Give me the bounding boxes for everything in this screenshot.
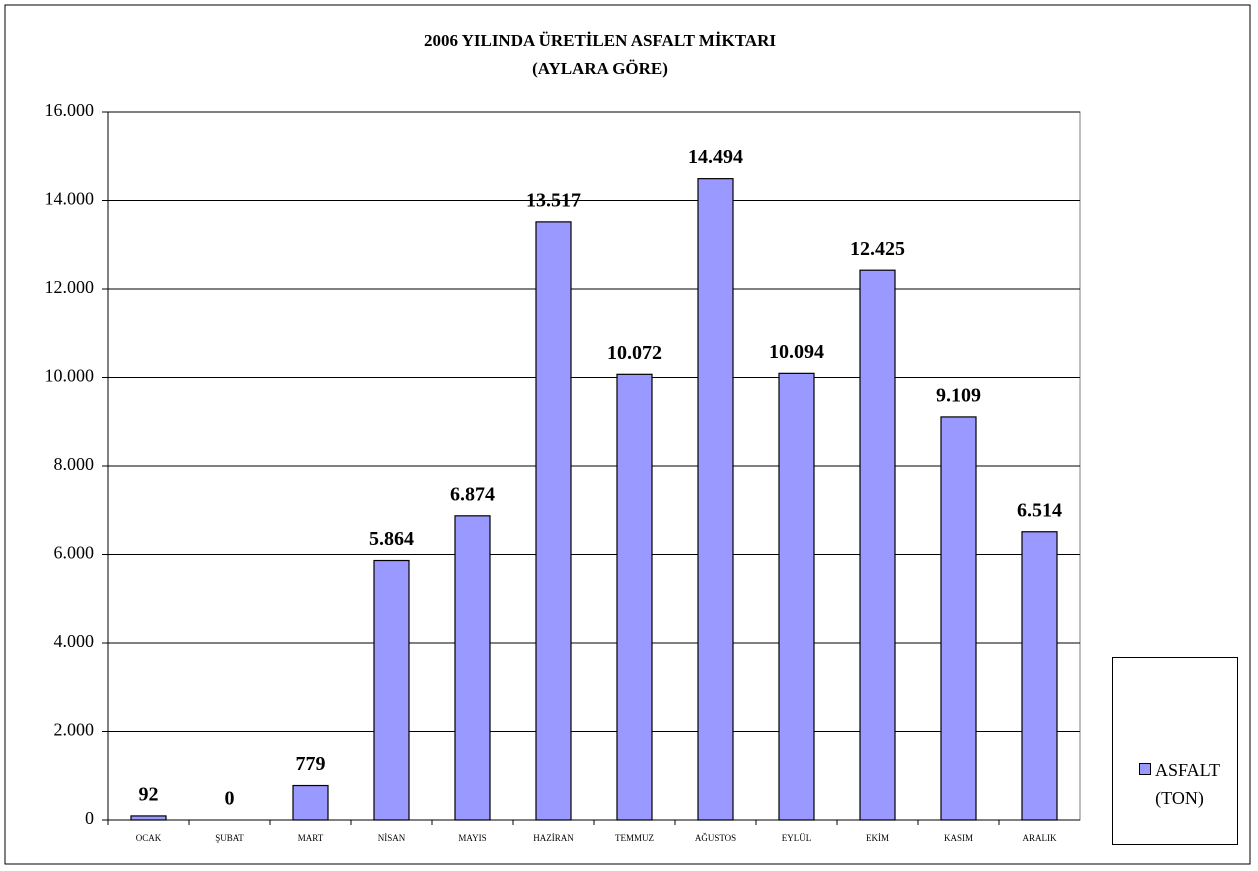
chart-title: 2006 YILINDA ÜRETİLEN ASFALT MİKTARI: [424, 31, 776, 50]
x-tick-label: TEMMUZ: [615, 833, 654, 843]
legend-swatch: [1138, 763, 1151, 775]
bar: [454, 515, 491, 821]
bar: [130, 815, 167, 821]
bar: [1021, 531, 1058, 821]
data-label: 12.425: [850, 238, 905, 260]
x-tick-label: MART: [298, 833, 324, 843]
x-tick-label: NİSAN: [378, 833, 406, 843]
data-label: 0: [225, 788, 235, 810]
data-label: 5.864: [369, 528, 414, 550]
y-tick-label: 14.000: [45, 189, 95, 209]
y-tick-label: 8.000: [54, 454, 95, 474]
y-tick-label: 2.000: [54, 720, 95, 740]
bar: [859, 269, 896, 821]
y-tick-label: 16.000: [45, 100, 95, 120]
x-tick-label: ŞUBAT: [215, 833, 244, 843]
bar: [292, 784, 329, 821]
y-tick-label: 4.000: [54, 631, 95, 651]
chart-subtitle: (AYLARA GÖRE): [532, 59, 668, 78]
data-label: 14.494: [688, 146, 743, 168]
bar: [940, 416, 977, 821]
legend-label: ASFALT (TON): [1154, 760, 1221, 808]
x-tick-label: MAYIS: [458, 833, 486, 843]
x-tick-label: AĞUSTOS: [695, 833, 736, 843]
bar: [778, 372, 815, 821]
bar: [535, 221, 572, 821]
bar: [616, 373, 653, 821]
bar: [373, 559, 410, 821]
x-tick-label: KASIM: [944, 833, 973, 843]
y-tick-label: 0: [85, 808, 94, 828]
data-label: 92: [139, 784, 159, 806]
y-tick-label: 12.000: [45, 277, 95, 297]
data-label: 9.109: [936, 385, 981, 407]
x-tick-label: EYLÜL: [782, 833, 812, 843]
data-label: 6.874: [450, 483, 495, 505]
x-tick-label: ARALIK: [1023, 833, 1057, 843]
data-label: 779: [296, 753, 326, 775]
bar: [697, 178, 734, 821]
data-label: 10.094: [769, 341, 824, 363]
legend-entry: ASFALT (TON): [1127, 756, 1232, 812]
x-tick-label: HAZİRAN: [533, 833, 574, 843]
x-tick-label: EKİM: [866, 833, 889, 843]
data-label: 10.072: [607, 342, 662, 364]
data-label: 13.517: [526, 189, 581, 211]
data-label: 6.514: [1017, 499, 1062, 521]
y-tick-label: 10.000: [45, 366, 95, 386]
legend: ASFALT (TON): [1112, 657, 1238, 845]
y-tick-label: 6.000: [54, 543, 95, 563]
x-tick-label: OCAK: [136, 833, 162, 843]
